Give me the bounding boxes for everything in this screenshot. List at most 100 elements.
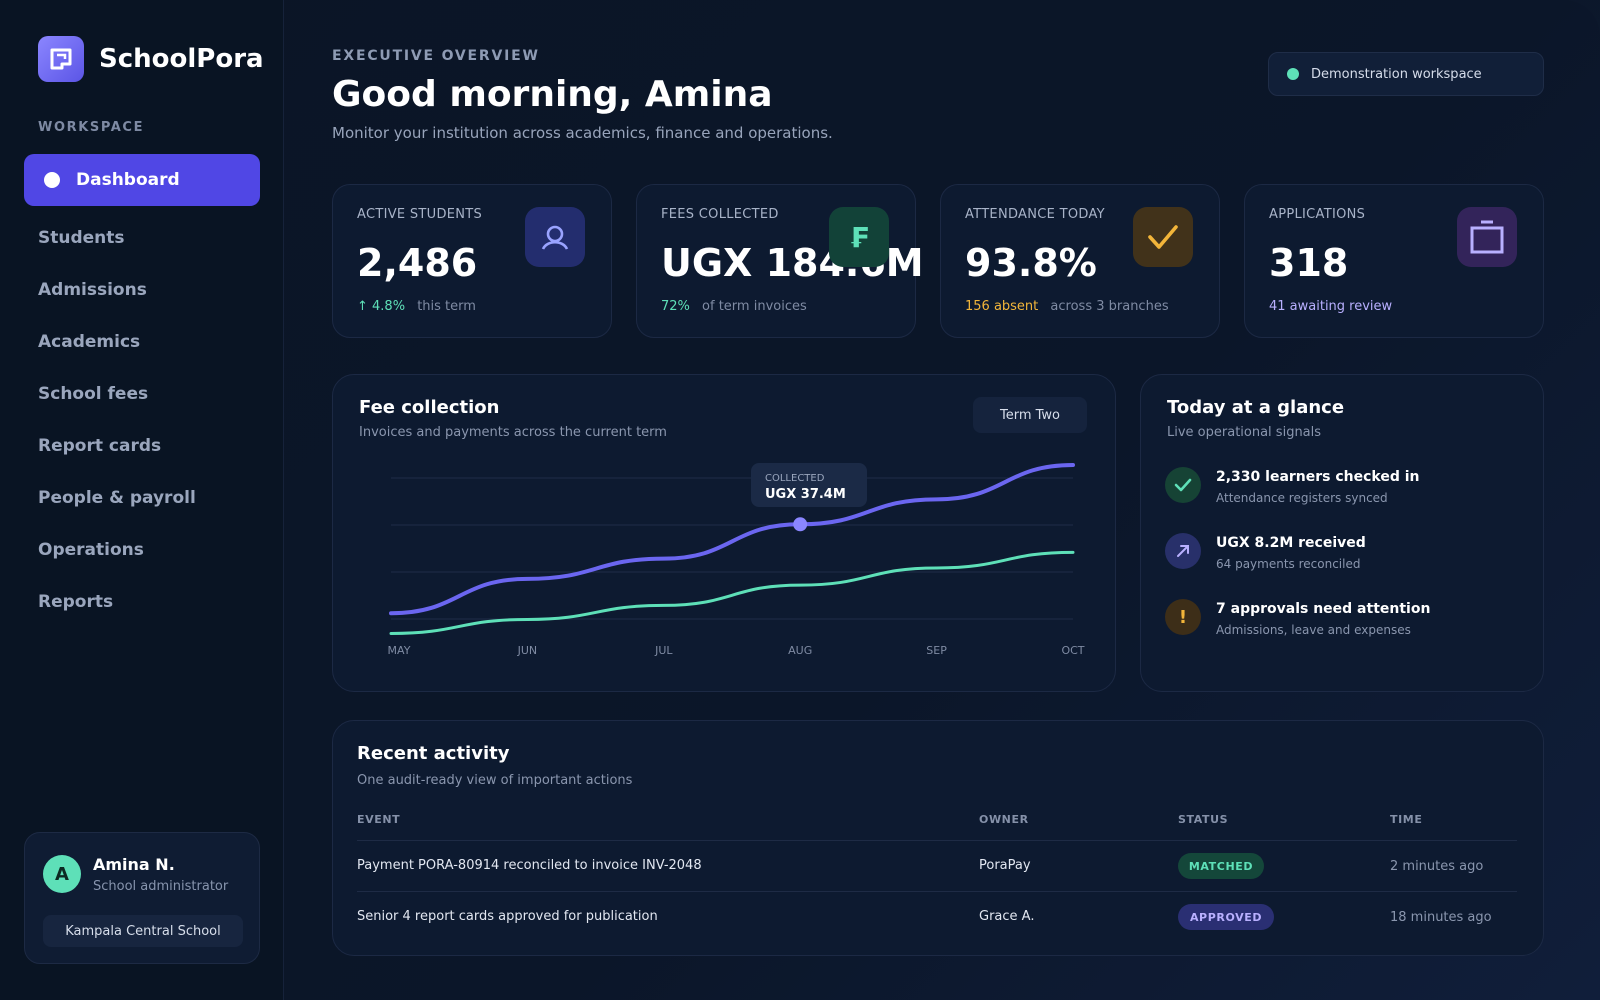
highlight-point[interactable] xyxy=(793,517,808,532)
brand[interactable]: SchoolPora xyxy=(38,36,264,82)
kpi-card-attendance[interactable]: ATTENDANCE TODAY 93.8% 156 absent across… xyxy=(940,184,1220,338)
kpi-card-fees-collected[interactable]: FEES COLLECTED UGX 184.6M 72% of term in… xyxy=(636,184,924,338)
x-tick-label: SEP xyxy=(926,644,947,657)
cell-owner: PoraPay xyxy=(979,858,1031,873)
page-eyebrow: EXECUTIVE OVERVIEW xyxy=(332,48,540,64)
status-badge: APPROVED xyxy=(1178,904,1274,930)
kpi-value: 93.8% xyxy=(965,241,1097,285)
kpi-foot-text: across 3 branches xyxy=(1050,299,1169,314)
sidebar-item-school-fees[interactable]: School fees xyxy=(24,368,260,420)
cell-event: Payment PORA-80914 reconciled to invoice… xyxy=(357,858,702,873)
glance-title: UGX 8.2M received xyxy=(1216,535,1366,551)
status-dot-icon xyxy=(1287,68,1299,80)
user-role: School administrator xyxy=(93,879,229,894)
column-header-status[interactable]: STATUS xyxy=(1178,813,1229,826)
term-selector-button[interactable]: Term Two xyxy=(973,397,1087,433)
panel-title: Fee collection xyxy=(359,397,500,418)
panel-subtitle: Live operational signals xyxy=(1167,425,1322,440)
currency-icon: ₣ xyxy=(829,207,889,267)
x-tick-label: MAY xyxy=(388,644,411,657)
arrow-up-right-icon xyxy=(1165,533,1201,569)
glance-panel: Today at a glance Live operational signa… xyxy=(1140,374,1544,692)
check-icon xyxy=(1133,207,1193,267)
sidebar-item-label: Operations xyxy=(38,540,144,560)
page-subtitle: Monitor your institution across academic… xyxy=(332,124,833,142)
sidebar-item-students[interactable]: Students xyxy=(24,212,260,264)
cell-time: 2 minutes ago xyxy=(1390,859,1484,874)
sidebar-item-reports[interactable]: Reports xyxy=(24,576,260,628)
series-line-secondary[interactable] xyxy=(389,550,1075,635)
kpi-trend: 41 awaiting review xyxy=(1269,299,1393,314)
series-line-collected[interactable] xyxy=(389,463,1075,616)
user-name: Amina N. xyxy=(93,855,175,874)
kpi-card-active-students[interactable]: ACTIVE STUDENTS 2,486 ↑ 4.8% this term xyxy=(332,184,612,338)
panel-subtitle: One audit-ready view of important action… xyxy=(357,773,633,788)
kpi-foot: 41 awaiting review xyxy=(1269,299,1400,314)
check-icon xyxy=(1165,467,1201,503)
tooltip-label: COLLECTED xyxy=(765,473,825,484)
sidebar-nav: Dashboard Students Admissions Academics … xyxy=(24,154,260,628)
graduate-icon xyxy=(525,207,585,267)
sidebar-item-label: People & payroll xyxy=(38,488,196,508)
kpi-card-applications[interactable]: APPLICATIONS 318 41 awaiting review xyxy=(1244,184,1544,338)
panel-title: Today at a glance xyxy=(1167,397,1345,418)
user-card[interactable]: A Amina N. School administrator Kampala … xyxy=(24,832,260,964)
page-title: Good morning, Amina xyxy=(332,74,773,115)
glance-subtitle: 64 payments reconciled xyxy=(1216,557,1361,571)
kpi-label: FEES COLLECTED xyxy=(661,207,779,222)
cell-event: Senior 4 report cards approved for publi… xyxy=(357,909,658,924)
kpi-foot-text: this term xyxy=(417,299,476,314)
kpi-foot-text: of term invoices xyxy=(702,299,807,314)
brand-logo-icon xyxy=(38,36,84,82)
sidebar-item-label: Students xyxy=(38,228,125,248)
sidebar-item-label: Admissions xyxy=(38,280,147,300)
workspace-pill[interactable]: Demonstration workspace xyxy=(1268,52,1544,96)
tooltip-value: UGX 37.4M xyxy=(765,487,846,502)
school-switcher-button[interactable]: Kampala Central School xyxy=(43,915,243,947)
kpi-trend: 72% xyxy=(661,299,690,314)
sidebar-item-label: Dashboard xyxy=(76,170,180,190)
sidebar-item-academics[interactable]: Academics xyxy=(24,316,260,368)
kpi-label: APPLICATIONS xyxy=(1269,207,1366,222)
kpi-value: 2,486 xyxy=(357,241,478,285)
alert-icon: ! xyxy=(1165,599,1201,635)
kpi-foot: 156 absent across 3 branches xyxy=(965,299,1169,314)
kpi-foot: ↑ 4.8% this term xyxy=(357,299,476,314)
x-tick-label: JUN xyxy=(517,644,538,657)
glance-item-approvals[interactable]: ! 7 approvals need attention Admissions,… xyxy=(1165,599,1525,649)
panel-subtitle: Invoices and payments across the current… xyxy=(359,425,667,440)
glance-title: 2,330 learners checked in xyxy=(1216,469,1420,485)
recent-activity-panel: Recent activity One audit-ready view of … xyxy=(332,720,1544,956)
column-header-owner[interactable]: OWNER xyxy=(979,813,1029,826)
cell-owner: Grace A. xyxy=(979,909,1035,924)
chart-tooltip: COLLECTED UGX 37.4M xyxy=(751,463,867,507)
sidebar-item-admissions[interactable]: Admissions xyxy=(24,264,260,316)
clipboard-icon xyxy=(1457,207,1517,267)
sidebar-item-dashboard[interactable]: Dashboard xyxy=(24,154,260,206)
fee-collection-panel: Fee collection Invoices and payments acr… xyxy=(332,374,1116,692)
sidebar-item-label: Report cards xyxy=(38,436,162,456)
sidebar-item-label: School fees xyxy=(38,384,149,404)
kpi-trend: 156 absent xyxy=(965,299,1039,314)
status-badge: MATCHED xyxy=(1178,853,1264,879)
sidebar: SchoolPora WORKSPACE Dashboard Students … xyxy=(0,0,284,1000)
cell-time: 18 minutes ago xyxy=(1390,910,1492,925)
column-header-event[interactable]: EVENT xyxy=(357,813,401,826)
brand-name: SchoolPora xyxy=(99,44,264,74)
x-tick-label: JUL xyxy=(654,644,673,657)
panel-title: Recent activity xyxy=(357,743,510,764)
glance-item-payments[interactable]: UGX 8.2M received 64 payments reconciled xyxy=(1165,533,1525,583)
avatar: A xyxy=(43,855,81,893)
kpi-label: ATTENDANCE TODAY xyxy=(965,207,1105,222)
sidebar-item-operations[interactable]: Operations xyxy=(24,524,260,576)
kpi-value: 318 xyxy=(1269,241,1349,285)
glance-item-checkins[interactable]: 2,330 learners checked in Attendance reg… xyxy=(1165,467,1525,517)
glance-subtitle: Attendance registers synced xyxy=(1216,491,1388,505)
active-dot-icon xyxy=(44,172,60,188)
column-header-time[interactable]: TIME xyxy=(1390,813,1423,826)
fee-collection-chart: MAY JUN JUL AUG SEP OCT xyxy=(388,463,1085,657)
glance-title: 7 approvals need attention xyxy=(1216,601,1431,617)
sidebar-item-report-cards[interactable]: Report cards xyxy=(24,420,260,472)
sidebar-item-people-payroll[interactable]: People & payroll xyxy=(24,472,260,524)
sidebar-item-label: Reports xyxy=(38,592,114,612)
